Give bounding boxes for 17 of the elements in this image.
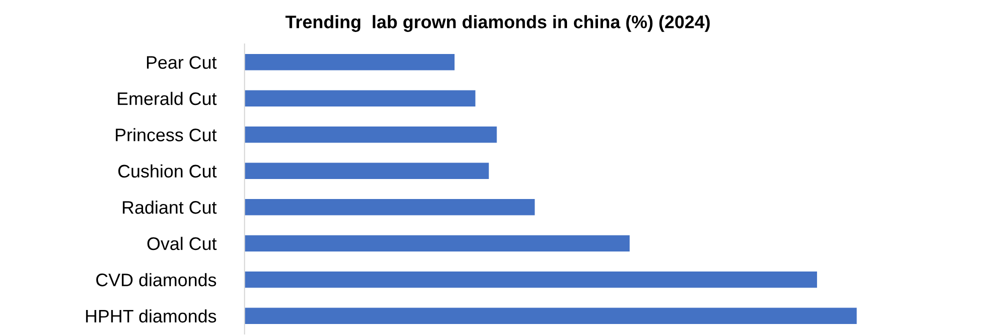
bar: [244, 90, 476, 107]
y-tick-label: Oval Cut: [147, 236, 217, 250]
y-tick-label: HPHT diamonds: [86, 309, 216, 323]
bar: [244, 271, 818, 288]
bar: [244, 198, 535, 216]
y-tick-label: Emerald Cut: [118, 92, 217, 106]
bar: [244, 162, 489, 180]
bar: [244, 235, 630, 252]
y-tick-label: Cushion Cut: [118, 164, 217, 178]
bar: [244, 54, 455, 70]
chart-title: Trending lab grown diamonds in china (%) (2024): [285, 15, 710, 32]
y-tick-label: Pear Cut: [146, 56, 217, 69]
bar: [244, 126, 497, 143]
bar: [244, 308, 857, 324]
y-tick-label: Radiant Cut: [122, 200, 217, 214]
y-tick-label: CVD diamonds: [96, 273, 216, 286]
y-tick-label: Princess Cut: [116, 128, 217, 142]
